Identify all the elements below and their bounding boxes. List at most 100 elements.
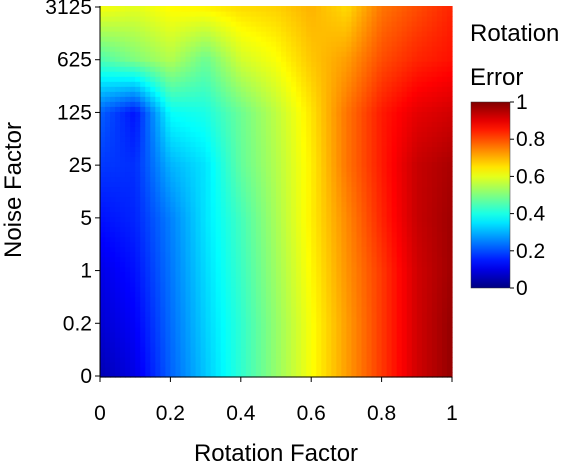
heatmap-cell [376,46,383,52]
heatmap-cell [190,166,197,173]
heatmap-cell [396,371,403,378]
heatmap-cell [416,196,423,203]
heatmap-cell [145,131,151,137]
heatmap-cell [200,206,207,213]
heatmap-cell [361,246,368,253]
heatmap-cell [446,211,453,218]
heatmap-cell [401,101,408,107]
heatmap-cell [240,216,247,223]
heatmap-cell [426,311,433,318]
heatmap-cell [331,196,337,203]
heatmap-cell [205,191,212,198]
heatmap-cell [371,196,378,203]
heatmap-cell [115,136,121,142]
heatmap-cell [281,306,287,313]
heatmap-cell [381,151,388,157]
heatmap-cell [265,96,272,102]
heatmap-cell [170,236,177,243]
heatmap-cell [321,71,327,77]
heatmap-cell [140,266,146,273]
heatmap-cell [180,36,187,42]
heatmap-cell [446,256,453,263]
heatmap-cell [431,21,438,27]
heatmap-cell [155,191,161,198]
heatmap-cell [240,301,247,308]
heatmap-cell [281,231,287,238]
heatmap-cell [426,241,433,248]
heatmap-cell [125,111,131,117]
heatmap-cell [165,21,171,27]
heatmap-cell [200,26,207,32]
heatmap-cell [326,36,332,42]
heatmap-cell [230,116,237,122]
heatmap-cell [361,86,368,92]
heatmap-cell [411,351,418,358]
heatmap-cell [100,96,106,102]
heatmap-cell [170,41,177,47]
heatmap-cell [145,331,151,338]
heatmap-cell [446,41,453,47]
heatmap-cell [366,276,373,283]
heatmap-cell [316,26,322,32]
heatmap-cell [180,21,187,27]
heatmap-cell [296,191,302,198]
heatmap-cell [120,96,126,102]
heatmap-cell [351,231,358,238]
heatmap-cell [105,216,111,223]
heatmap-cell [150,236,156,243]
heatmap-cell [276,161,282,168]
heatmap-cell [361,231,368,238]
heatmap-cell [205,136,212,142]
heatmap-cell [255,356,262,363]
heatmap-cell [105,286,111,293]
heatmap-cell [381,166,388,173]
heatmap-cell [371,311,378,318]
heatmap-cell [105,166,111,173]
heatmap-cell [311,21,317,27]
heatmap-cell [341,36,347,42]
heatmap-cell [205,296,212,303]
heatmap-cell [155,201,161,208]
heatmap-cell [296,156,302,163]
heatmap-cell [235,256,242,263]
heatmap-cell [110,71,116,77]
heatmap-cell [391,36,398,42]
heatmap-cell [406,96,413,102]
heatmap-cell [321,51,327,57]
heatmap-cell [316,296,322,303]
heatmap-cell [281,106,287,112]
heatmap-cell [371,166,378,173]
heatmap-cell [195,321,202,328]
heatmap-cell [135,201,141,208]
heatmap-cell [281,266,287,273]
heatmap-cell [441,311,448,318]
heatmap-cell [245,281,252,288]
heatmap-cell [245,91,252,97]
heatmap-cell [200,146,207,152]
heatmap-cell [336,186,342,193]
heatmap-cell [286,361,292,368]
heatmap-cell [376,271,383,278]
heatmap-cell [165,331,171,338]
heatmap-cell [401,326,408,333]
heatmap-cell [225,141,232,147]
heatmap-cell [110,316,116,323]
heatmap-cell [281,321,287,328]
heatmap-cell [230,171,237,178]
heatmap-cell [165,276,171,283]
heatmap-cell [230,176,237,183]
heatmap-cell [130,36,136,42]
heatmap-cell [296,271,302,278]
heatmap-cell [200,141,207,147]
heatmap-cell [200,341,207,348]
heatmap-cell [235,231,242,238]
heatmap-cell [436,206,443,213]
heatmap-cell [441,171,448,178]
heatmap-cell [326,96,332,102]
heatmap-cell [175,286,182,293]
heatmap-cell [411,331,418,338]
heatmap-cell [376,361,383,368]
heatmap-cell [351,316,358,323]
heatmap-cell [311,101,317,107]
heatmap-cell [180,331,187,338]
